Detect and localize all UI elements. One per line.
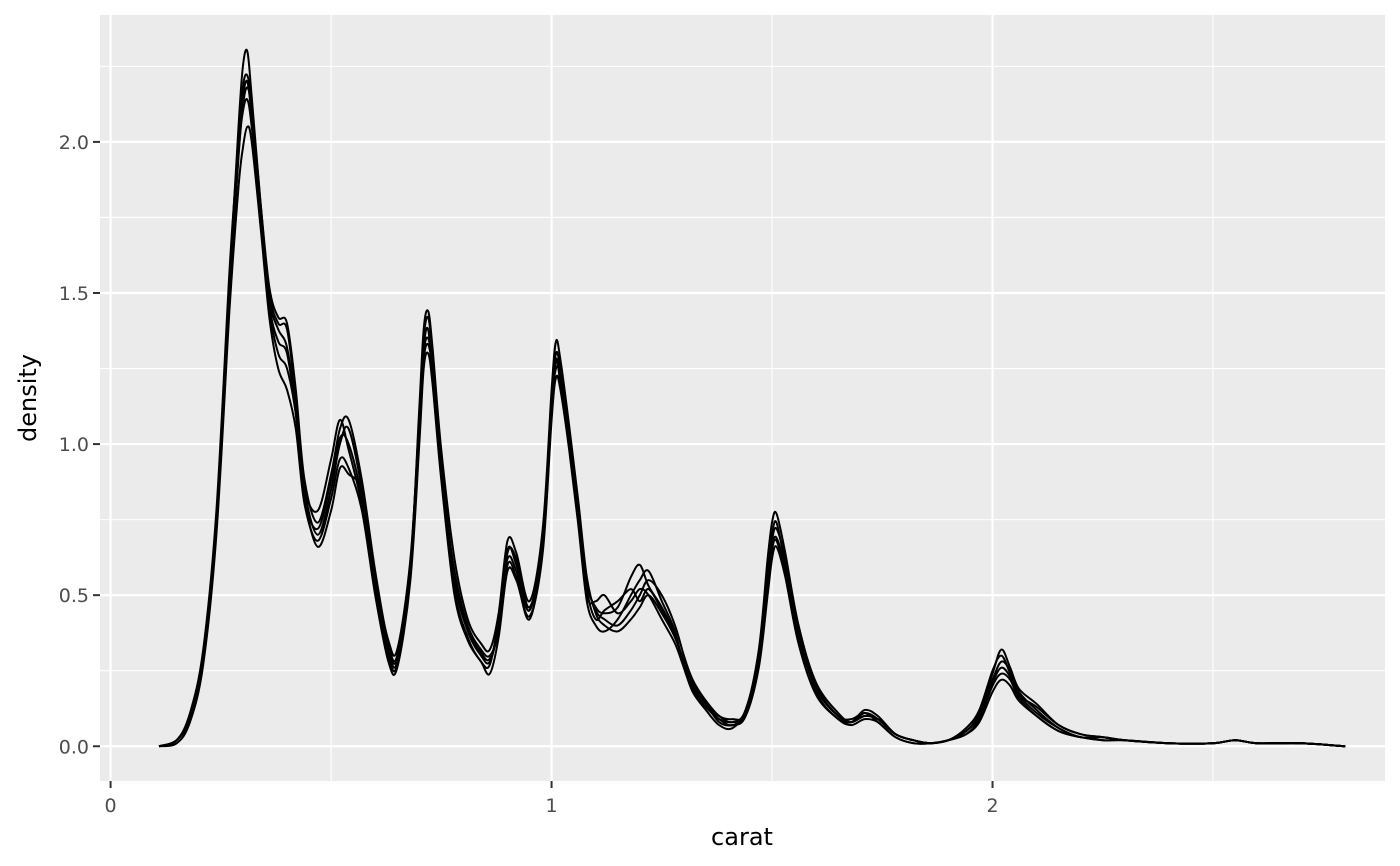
density-line-4 [158,125,1346,748]
x-axis-ticks: 0 1 2 [105,781,999,817]
x-tick-label: 1 [546,795,558,817]
density-lines [158,48,1346,748]
y-tick-label: 1.5 [59,283,89,305]
density-line-6 [158,98,1346,748]
x-tick-label: 0 [105,795,117,817]
x-axis-title: carat [711,823,773,851]
y-tick-label: 1.0 [59,434,89,456]
y-axis-title: density [14,354,42,442]
y-tick-label: 0.0 [59,736,89,758]
y-tick-label: 2.0 [59,132,89,154]
y-tick-label: 0.5 [59,585,89,607]
x-tick-label: 2 [986,795,998,817]
y-axis-ticks: 0.0 0.5 1.0 1.5 2.0 [59,132,100,758]
